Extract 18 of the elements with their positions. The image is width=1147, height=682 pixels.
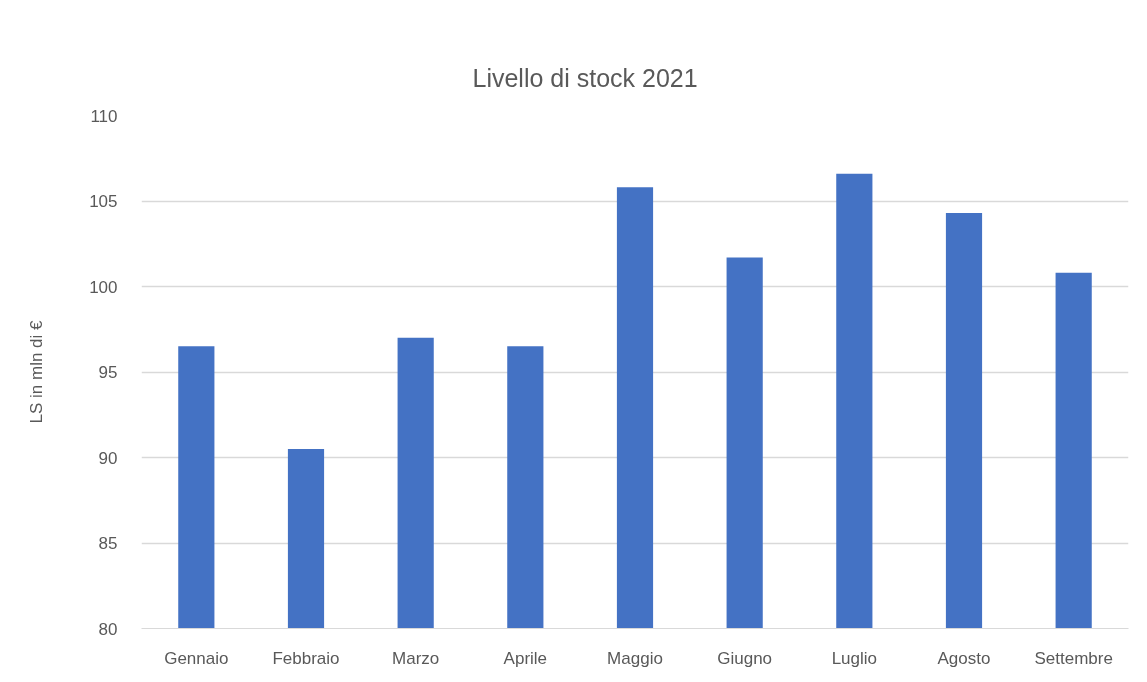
x-tick-label: Settembre bbox=[1034, 648, 1113, 668]
x-tick-label: Febbraio bbox=[272, 648, 340, 668]
y-tick-label: 80 bbox=[98, 619, 118, 639]
y-tick-label: 100 bbox=[89, 277, 118, 297]
y-tick-label: 95 bbox=[98, 363, 118, 382]
x-tick-label: Aprile bbox=[503, 648, 548, 668]
x-tick-label: Gennaio bbox=[164, 648, 229, 668]
y-tick-label: 110 bbox=[90, 106, 118, 126]
x-tick-label: Giugno bbox=[717, 648, 773, 668]
y-tick-label: 85 bbox=[98, 534, 118, 553]
x-tick-label: Maggio bbox=[607, 648, 663, 668]
y-tick-label: 90 bbox=[98, 448, 118, 468]
y-tick-label: 105 bbox=[89, 192, 118, 211]
x-tick-label: Agosto bbox=[937, 648, 991, 668]
x-tick-label: Marzo bbox=[392, 648, 440, 668]
x-tick-label: Luglio bbox=[831, 648, 878, 668]
y-axis-title: LS in mln di € bbox=[27, 319, 47, 424]
chart-title: Livello di stock 2021 bbox=[472, 63, 698, 92]
